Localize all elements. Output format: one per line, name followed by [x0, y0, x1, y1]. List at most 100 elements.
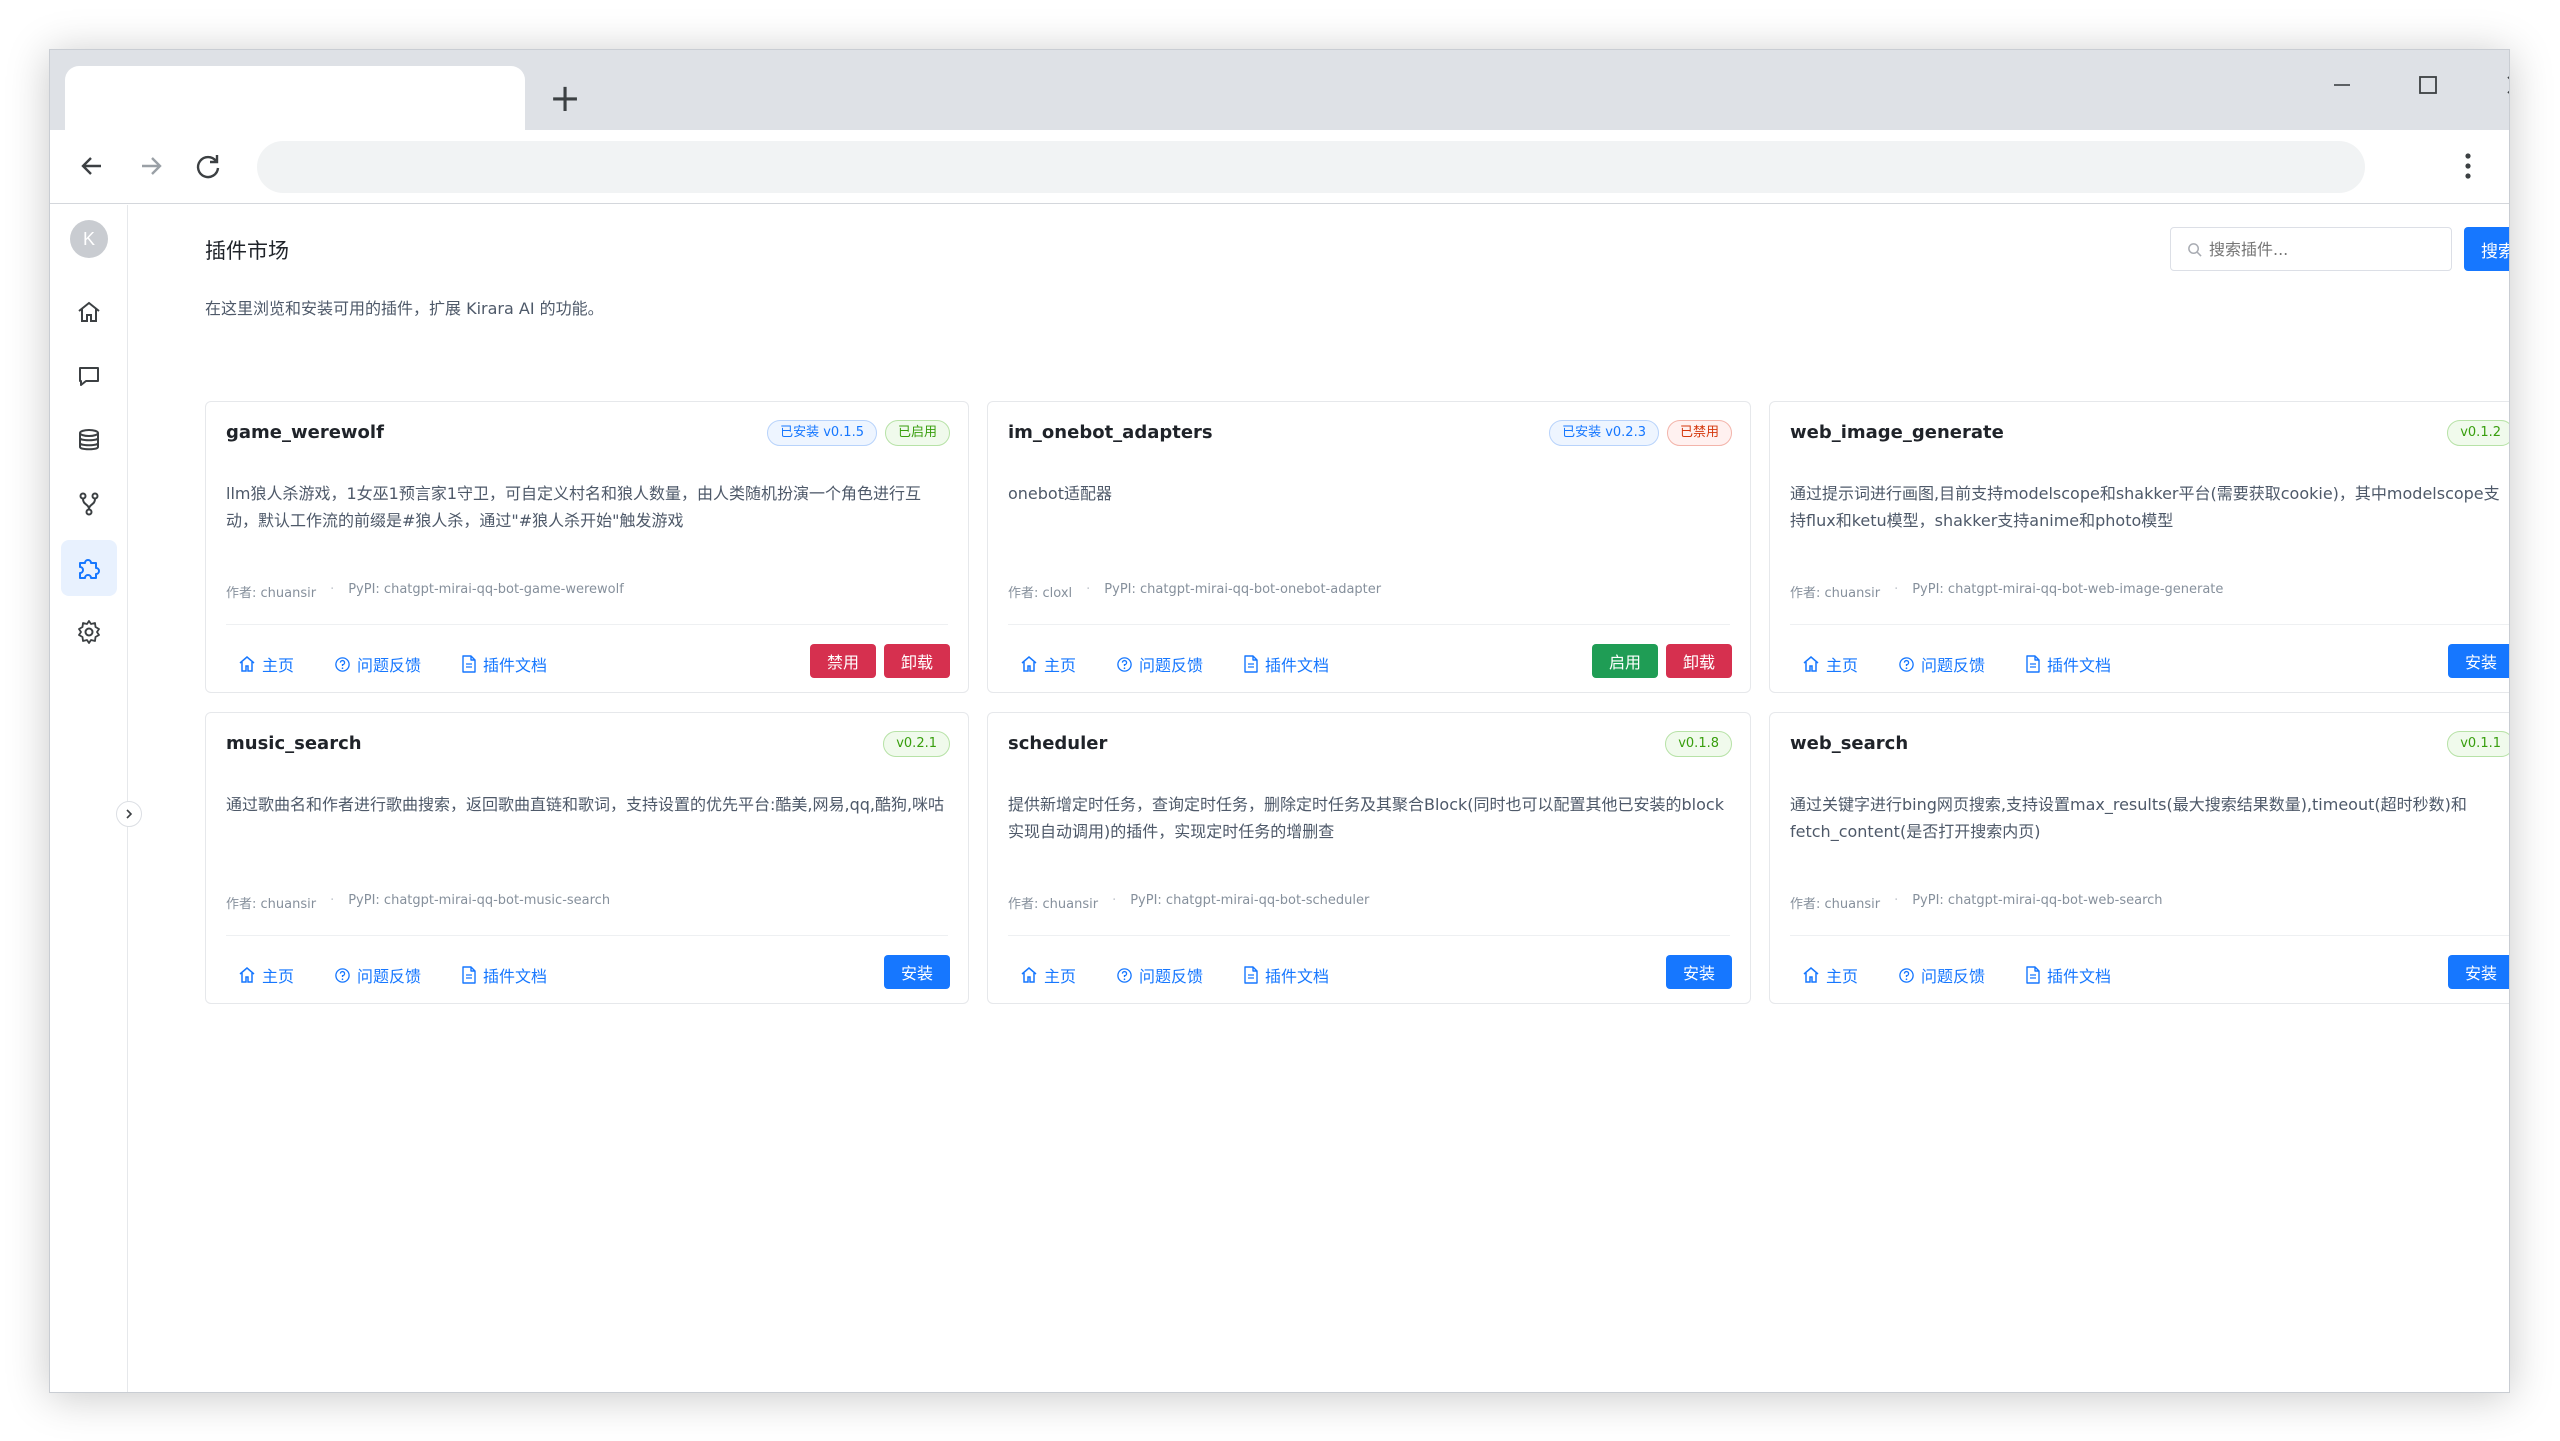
uninstall-button[interactable]: 卸载	[1665, 644, 1732, 678]
sidebar-item-home[interactable]	[61, 284, 117, 340]
document-icon	[462, 655, 476, 673]
card-divider	[226, 935, 948, 936]
home-icon	[239, 967, 255, 983]
plugin-author: 作者: chuansir	[1790, 897, 1881, 912]
status-badge: v0.2.1	[883, 731, 950, 757]
install-button[interactable]: 安装	[2447, 955, 2509, 989]
card-divider	[226, 624, 948, 625]
document-icon	[2026, 655, 2040, 673]
plugin-docs-link[interactable]: 插件文档	[1243, 963, 1329, 987]
plugin-card-im-onebot-adapters: im_onebot_adapters 已安装 v0.2.3 已禁用 onebot适配器…	[987, 401, 1751, 693]
browser-tab[interactable]	[65, 66, 525, 130]
close-window-button[interactable]	[2485, 60, 2509, 110]
plugin-docs-link[interactable]: 插件文档	[1243, 652, 1329, 676]
plugin-actions: 禁用 卸载	[809, 644, 950, 678]
address-bar[interactable]	[257, 141, 2365, 193]
question-circle-icon	[1899, 967, 1914, 983]
plugin-docs-link[interactable]: 插件文档	[461, 652, 547, 676]
plugin-actions: 安装	[2447, 955, 2509, 989]
plugin-pypi: PyPI: chatgpt-mirai-qq-bot-scheduler	[1130, 893, 1370, 908]
maximize-button[interactable]	[2397, 60, 2459, 110]
card-divider	[1008, 935, 1730, 936]
link-label: 问题反馈	[1139, 656, 1204, 675]
page-title: 插件市场	[205, 239, 289, 263]
homepage-link[interactable]: 主页	[238, 963, 294, 987]
homepage-link[interactable]: 主页	[1020, 963, 1076, 987]
plugin-author: 作者: cloxl	[1008, 586, 1073, 601]
back-button[interactable]	[70, 144, 114, 188]
issue-feedback-link[interactable]: 问题反馈	[334, 963, 421, 987]
meta-separator: ·	[1112, 893, 1117, 908]
plugin-description: llm狼人杀游戏，1女巫1预言家1守卫，可自定义村名和狼人数量，由人类随机扮演一…	[226, 484, 922, 530]
plugin-actions: 安装	[883, 955, 950, 989]
search-button[interactable]: 搜索	[2464, 227, 2509, 271]
sidebar-item-workflow[interactable]	[61, 476, 117, 532]
chat-icon	[79, 367, 99, 386]
card-divider	[1008, 624, 1730, 625]
database-icon	[79, 429, 99, 451]
homepage-link[interactable]: 主页	[1020, 652, 1076, 676]
plugin-links: 主页 问题反馈 插件文档	[1802, 652, 2111, 676]
plugin-links: 主页 问题反馈 插件文档	[1020, 963, 1329, 987]
homepage-link[interactable]: 主页	[238, 652, 294, 676]
issue-feedback-link[interactable]: 问题反馈	[1898, 963, 1985, 987]
plugin-meta: 作者: chuansir · PyPI: chatgpt-mirai-qq-bo…	[226, 582, 624, 601]
avatar[interactable]: K	[70, 220, 108, 258]
sidebar-item-plugins[interactable]	[61, 540, 117, 596]
plugin-card-music-search: music_search v0.2.1 通过歌曲名和作者进行歌曲搜索，返回歌曲直链和…	[205, 712, 969, 1004]
plugin-card-game-werewolf: game_werewolf 已安装 v0.1.5 已启用 llm狼人杀游戏，1女巫1预…	[205, 401, 969, 693]
homepage-link[interactable]: 主页	[1802, 963, 1858, 987]
plugin-meta: 作者: chuansir · PyPI: chatgpt-mirai-qq-bo…	[1008, 893, 1369, 912]
install-button[interactable]: 安装	[2447, 644, 2509, 678]
sidebar-item-database[interactable]	[61, 412, 117, 468]
status-badge: v0.1.2	[2447, 420, 2509, 446]
link-label: 问题反馈	[1921, 967, 1986, 986]
browser-menu-button[interactable]	[2453, 144, 2483, 188]
enable-button[interactable]: 启用	[1591, 644, 1658, 678]
link-label: 插件文档	[1265, 967, 1330, 986]
plugin-pypi: PyPI: chatgpt-mirai-qq-bot-onebot-adapte…	[1104, 582, 1382, 597]
meta-separator: ·	[1894, 582, 1899, 597]
search-box[interactable]	[2170, 227, 2452, 271]
new-tab-button[interactable]: +	[549, 76, 581, 120]
page-description: 在这里浏览和安装可用的插件，扩展 Kirara AI 的功能。	[205, 299, 604, 318]
plugin-badges: v0.1.2	[2447, 420, 2509, 446]
sidebar-collapse-toggle[interactable]	[116, 801, 142, 827]
close-icon	[2507, 76, 2509, 94]
plugin-docs-link[interactable]: 插件文档	[461, 963, 547, 987]
plugin-description: 通过提示词进行画图,目前支持modelscope和shakker平台(需要获取c…	[1790, 484, 2500, 530]
homepage-link[interactable]: 主页	[1802, 652, 1858, 676]
plugin-meta: 作者: chuansir · PyPI: chatgpt-mirai-qq-bo…	[1790, 582, 2223, 601]
plugin-badges: v0.2.1	[883, 731, 950, 757]
meta-separator: ·	[1086, 582, 1091, 597]
document-icon	[1244, 966, 1258, 984]
sidebar-item-settings[interactable]	[61, 604, 117, 660]
reload-button[interactable]	[186, 144, 230, 188]
card-divider	[1790, 935, 2509, 936]
plugin-meta: 作者: cloxl · PyPI: chatgpt-mirai-qq-bot-o…	[1008, 582, 1381, 601]
plugin-name: game_werewolf	[226, 422, 384, 443]
plugin-docs-link[interactable]: 插件文档	[2025, 652, 2111, 676]
plugin-card-web-search: web_search v0.1.1 通过关键字进行bing网页搜索,支持设置max_…	[1769, 712, 2509, 1004]
sidebar-item-chat[interactable]	[61, 348, 117, 404]
meta-separator: ·	[330, 582, 335, 597]
status-badge: 已启用	[884, 420, 950, 446]
minimize-button[interactable]	[2311, 60, 2373, 110]
forward-button[interactable]	[129, 144, 173, 188]
issue-feedback-link[interactable]: 问题反馈	[1898, 652, 1985, 676]
uninstall-button[interactable]: 卸载	[883, 644, 950, 678]
issue-feedback-link[interactable]: 问题反馈	[1116, 963, 1203, 987]
plugin-pypi: PyPI: chatgpt-mirai-qq-bot-web-search	[1912, 893, 2163, 908]
home-icon	[78, 301, 100, 322]
issue-feedback-link[interactable]: 问题反馈	[1116, 652, 1203, 676]
link-label: 问题反馈	[1921, 656, 1986, 675]
issue-feedback-link[interactable]: 问题反馈	[334, 652, 421, 676]
search-input[interactable]	[2209, 239, 2439, 259]
more-vertical-icon	[2465, 153, 2471, 179]
question-circle-icon	[1899, 656, 1914, 672]
card-divider	[1790, 624, 2509, 625]
plugin-docs-link[interactable]: 插件文档	[2025, 963, 2111, 987]
disable-button[interactable]: 禁用	[809, 644, 876, 678]
install-button[interactable]: 安装	[1665, 955, 1732, 989]
install-button[interactable]: 安装	[883, 955, 950, 989]
